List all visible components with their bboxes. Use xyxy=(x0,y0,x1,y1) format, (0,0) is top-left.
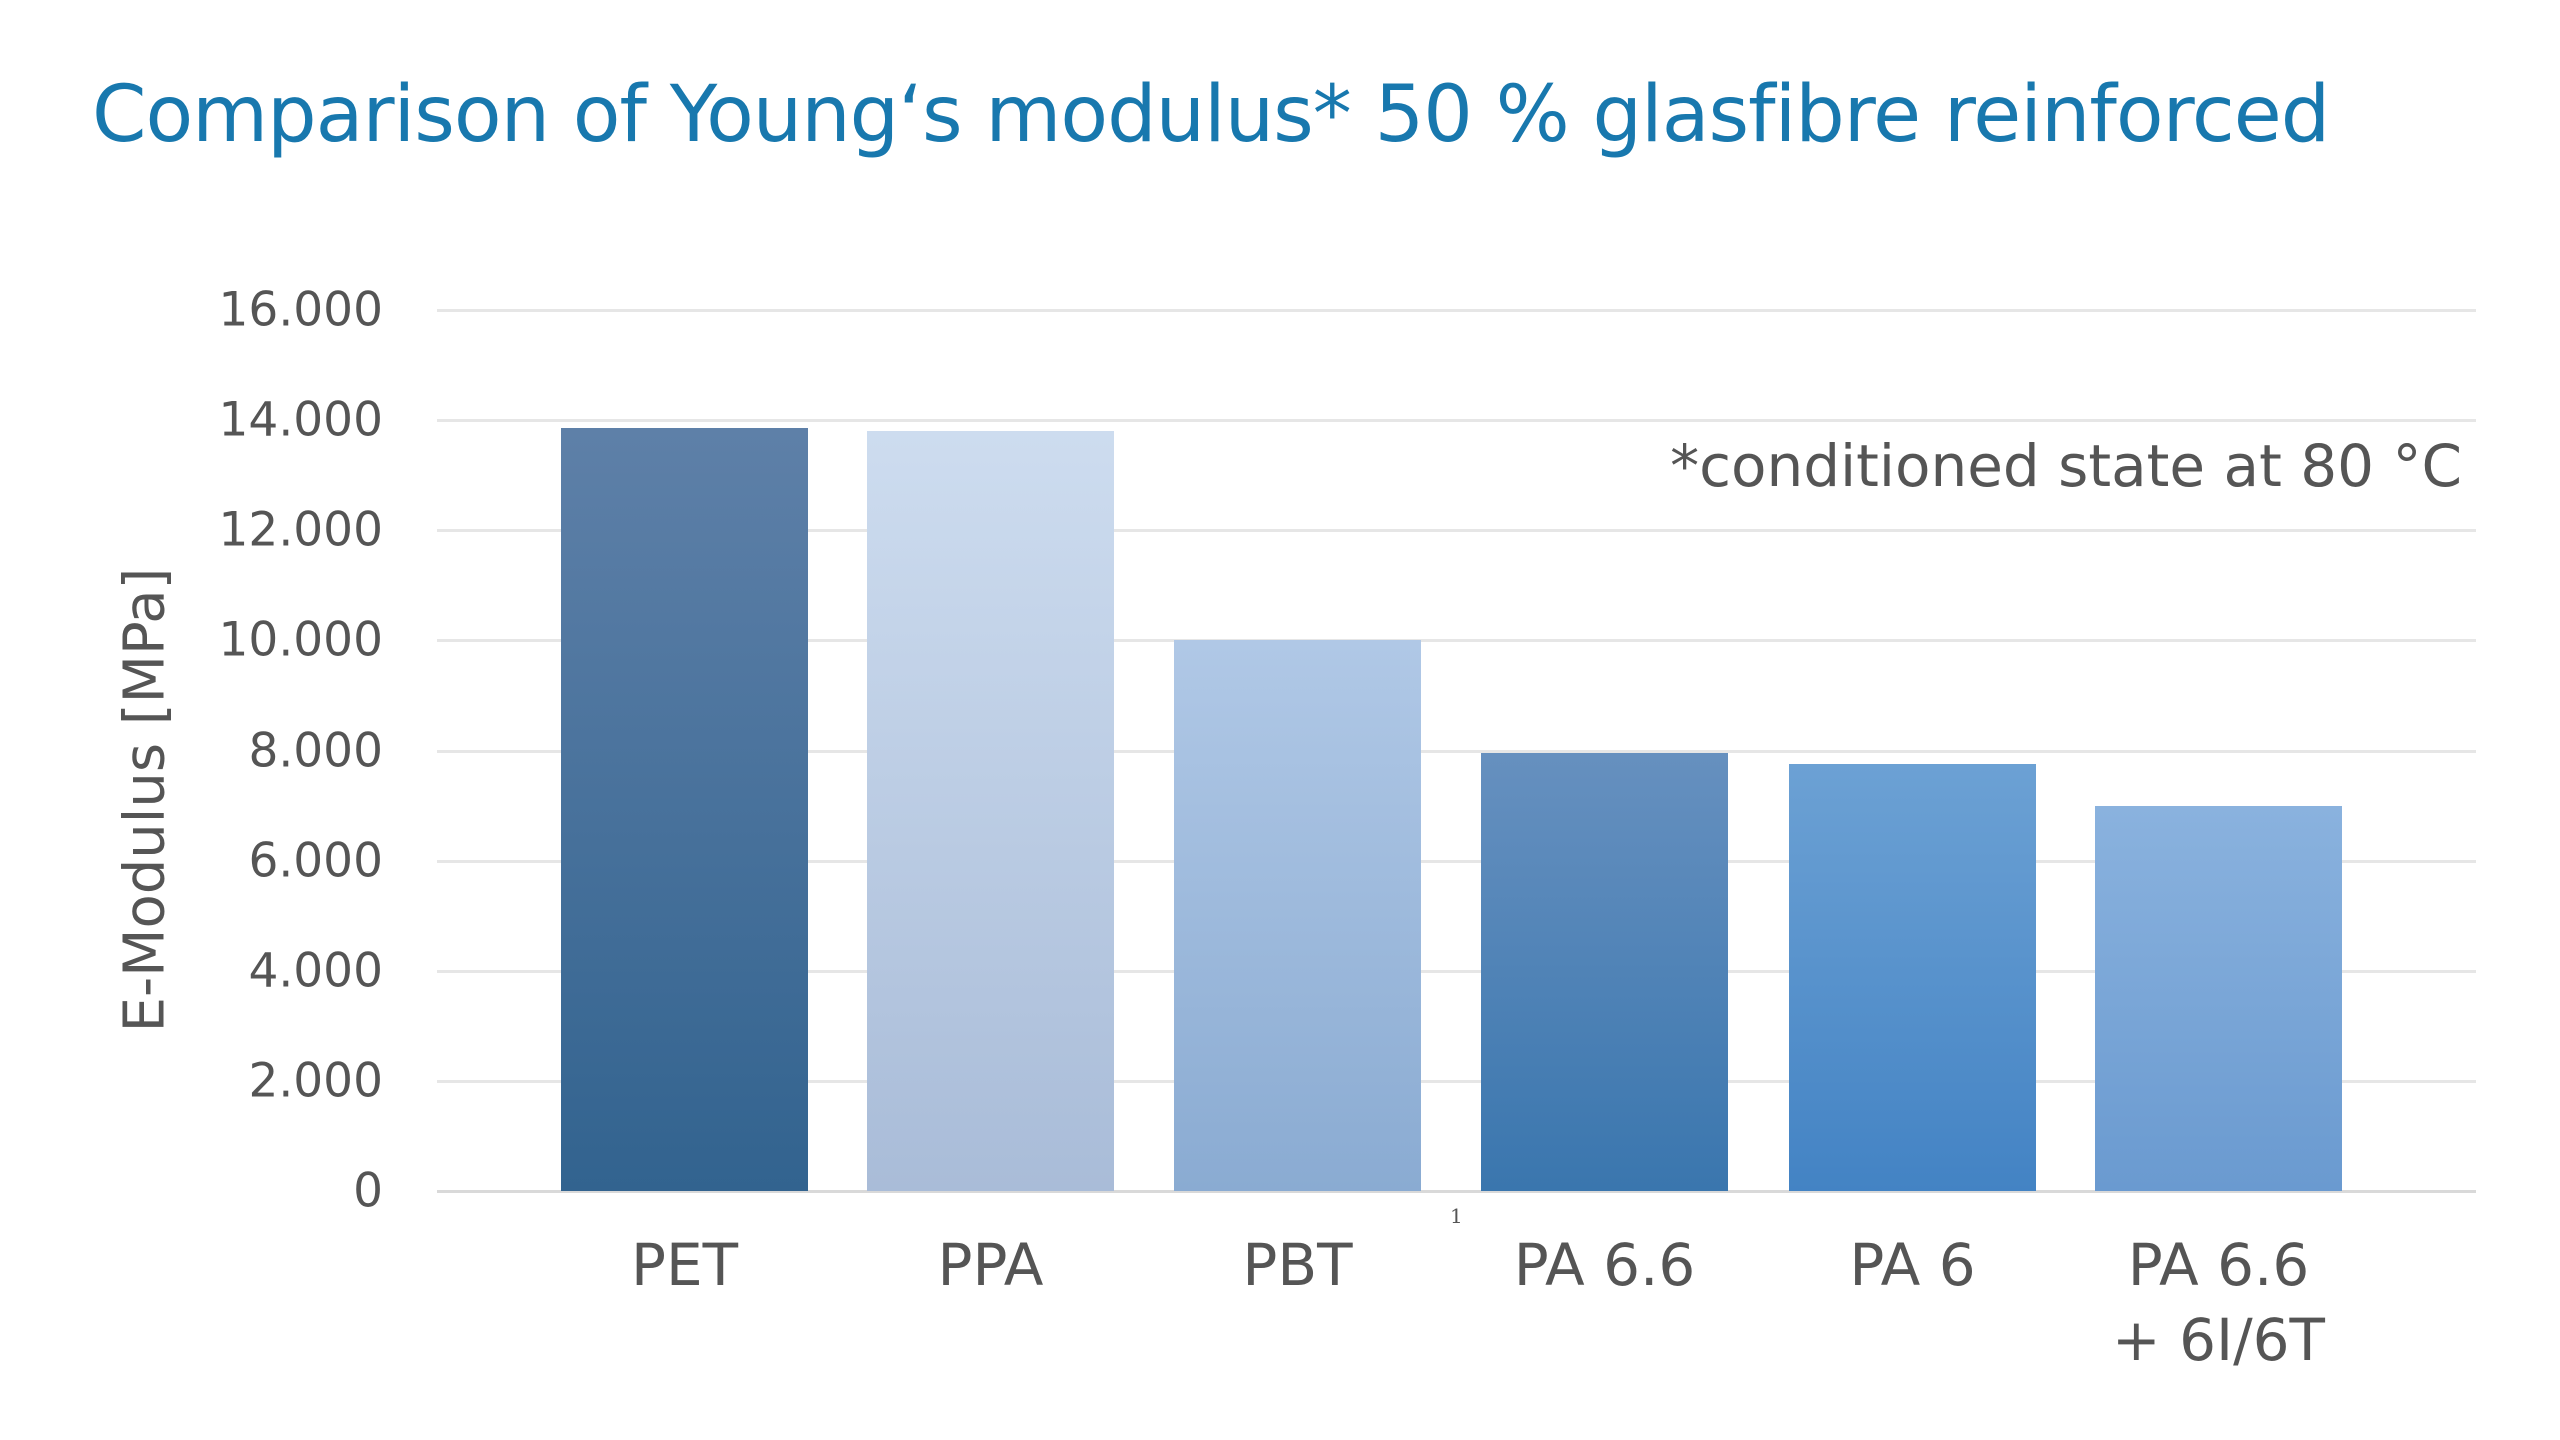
gridline xyxy=(437,419,2476,423)
gridline xyxy=(437,639,2476,643)
bar-ppa xyxy=(867,431,1114,1191)
bar-pet xyxy=(561,428,808,1191)
y-tick-label: 0 xyxy=(353,1163,383,1219)
y-tick-label: 2.000 xyxy=(248,1053,383,1109)
y-tick-label: 4.000 xyxy=(248,943,383,999)
annotation-note: *conditioned state at 80 °C xyxy=(1670,432,2462,500)
x-tick-label: PA 6 xyxy=(1849,1231,1976,1299)
bar-pbt xyxy=(1174,640,1421,1191)
x-tick-label: PA 6.6 + 6I/6T xyxy=(2112,1231,2325,1374)
bar-pa-6-6 xyxy=(2095,805,2342,1191)
x-tick-label: PA 6.6 xyxy=(1513,1231,1696,1299)
plot-area xyxy=(437,309,2476,1193)
gridline xyxy=(437,529,2476,533)
y-tick-label: 10.000 xyxy=(218,612,383,668)
y-tick-label: 12.000 xyxy=(218,502,383,558)
gridline xyxy=(437,1190,2476,1193)
x-tick-label: PBT xyxy=(1242,1231,1353,1299)
x-tick-label: PPA xyxy=(937,1231,1044,1299)
bar-pa-6 xyxy=(1789,764,2036,1191)
gridline xyxy=(437,859,2476,863)
chart-title: Comparison of Young‘s modulus* 50 % glas… xyxy=(92,70,2330,160)
footnote-mark: 1 xyxy=(1450,1204,1463,1228)
gridline xyxy=(437,969,2476,973)
gridline xyxy=(437,1079,2476,1083)
x-tick-label: PET xyxy=(630,1231,739,1299)
y-tick-label: 14.000 xyxy=(218,392,383,448)
y-tick-label: 6.000 xyxy=(248,833,383,889)
gridline xyxy=(437,309,2476,312)
bar-pa-6-6 xyxy=(1481,753,1728,1191)
y-tick-label: 8.000 xyxy=(248,723,383,778)
y-tick-label: 16.000 xyxy=(218,282,383,338)
gridline xyxy=(437,749,2476,753)
